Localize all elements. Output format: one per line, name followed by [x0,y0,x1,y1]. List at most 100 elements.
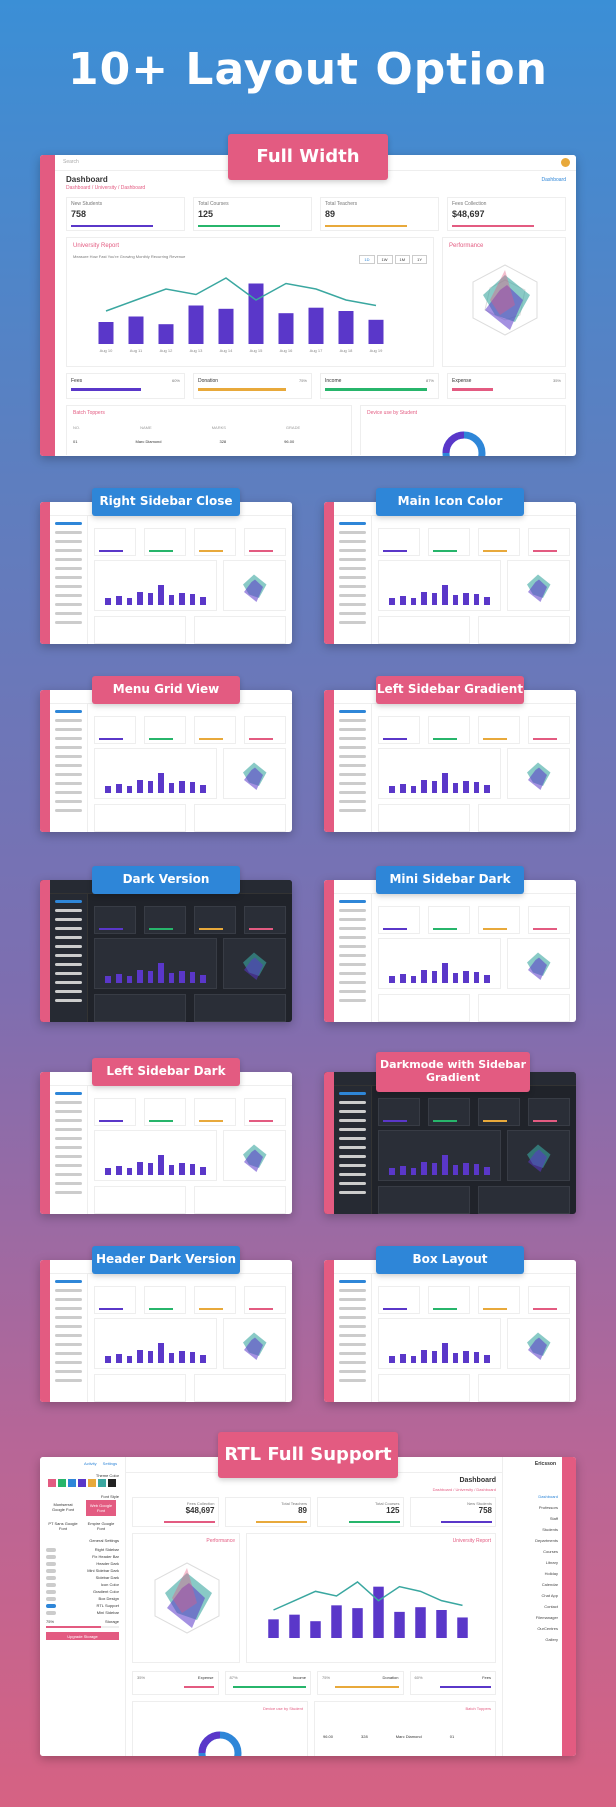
toggle-switch[interactable] [46,1582,56,1587]
x-tick-label: Aug 17 [310,348,323,353]
avatar[interactable] [561,158,570,167]
setting-row[interactable]: Mini Sidebar Dark [46,1567,119,1574]
stat-card: Total Courses 125 [193,197,312,231]
font-option[interactable]: Montserrat Google Font [51,1502,74,1512]
sidebar-item[interactable]: Dashboard [538,1494,558,1499]
sidebar-item[interactable]: Contact [544,1604,558,1609]
setting-row[interactable]: Right Sidebar [46,1546,119,1553]
stat-bar [71,225,153,227]
stat-card: Total Teachers 89 [224,1497,311,1527]
performance-title: Performance [206,1538,235,1544]
toggle-switch[interactable] [46,1589,56,1594]
stat-label: Total Courses [198,201,229,207]
sidebar-item[interactable]: Gallery [545,1637,558,1642]
chart-bar [410,786,417,793]
chart-bar [189,1352,196,1363]
layout-preview [324,690,576,832]
mini-label: Expense [452,378,472,384]
tab-dashboard[interactable]: Dashboard [541,177,566,183]
color-swatches [48,1479,116,1487]
brand-name: Ericsson [534,1461,556,1467]
toggle-switch[interactable] [46,1575,56,1580]
device-title: Device use by Student [262,1706,303,1711]
font-style-title: Font Style [100,1494,119,1499]
range-tab[interactable]: 1D [359,255,375,264]
chart-bar [484,597,490,605]
settings-tabs: Activity Settings [84,1461,117,1466]
device-title: Device use by Student [367,410,418,416]
chart-bar [179,781,185,793]
sidebar-item[interactable]: OurCentres [537,1626,558,1631]
font-option-active[interactable]: Web Google Font [86,1500,116,1516]
search-input[interactable]: Search [63,159,79,165]
chart-bar [484,1355,490,1363]
font-option[interactable]: PT Sans Google Font [48,1521,78,1531]
toggle-switch[interactable] [46,1603,56,1608]
sidebar-item[interactable]: Professors [538,1505,558,1510]
sidebar-item[interactable]: Calendar [541,1582,558,1587]
stat-label: Total Teachers [325,201,358,207]
toppers-header: NO. NAME MARKS GRADE [73,425,301,430]
chart-bar [115,783,122,793]
layout-preview [40,502,292,644]
setting-row[interactable]: RTL Support [46,1602,119,1609]
setting-row[interactable]: Icon Color [46,1581,119,1588]
table-row: 01 Marc Diamond 328 96.00 [73,439,295,444]
chart-bar [115,973,122,983]
sidebar-item[interactable]: Students [542,1527,558,1532]
chart-bar [137,1350,143,1363]
setting-row[interactable]: Sidebar Dark [46,1574,119,1581]
chart-bar [463,971,469,983]
chart-bar [473,1164,480,1175]
toggle-switch[interactable] [46,1596,56,1601]
chart-bar [147,1351,154,1363]
chart-bar [431,781,438,793]
range-tab[interactable]: 1M [394,255,411,264]
toggle-switch[interactable] [46,1561,56,1566]
upgrade-storage-button[interactable]: Upgrade Storage [46,1632,119,1640]
sidebar [40,155,55,456]
mini-card: Fees 60% [66,373,185,399]
sidebar-item[interactable]: Chat App [541,1593,558,1598]
chart-line [273,1581,463,1611]
toggle-switch[interactable] [46,1610,56,1615]
chart-bar [442,585,448,605]
chart-bar [421,780,427,793]
stat-card: Fees Collection $48,697 [447,197,566,231]
sidebar-item[interactable]: Departments [535,1538,558,1543]
sidebar-item[interactable]: Library [545,1560,558,1565]
chart-bar [115,1165,122,1175]
setting-row[interactable]: Box Design [46,1595,119,1602]
tab-activity[interactable]: Activity [84,1461,97,1466]
chart-bar [158,1155,164,1175]
storage-bar [46,1626,119,1628]
sidebar-item[interactable]: Staff [549,1516,558,1521]
university-report-panel: University Report Measure How Fast You'r… [66,237,434,367]
toggle-switch[interactable] [46,1568,56,1573]
x-tick-label: Aug 15 [250,348,263,353]
sidebar-item[interactable]: Filemanager [535,1615,558,1620]
chart-bar [278,313,294,344]
chart-bar [421,1162,427,1175]
setting-row[interactable]: Header Dark [46,1560,119,1567]
tab-settings[interactable]: Settings [102,1461,118,1466]
report-title: University Report [452,1538,491,1544]
sidebar-item[interactable]: Courses [543,1549,558,1554]
chart-bar [484,1167,490,1175]
layout-badge: Darkmode with Sidebar Gradient [376,1052,530,1092]
toggle-switch[interactable] [46,1554,56,1559]
radar-chart [154,1562,220,1634]
sidebar-item[interactable]: Holiday [544,1571,558,1576]
font-option[interactable]: Empire Google Font [87,1521,115,1531]
toggle-switch[interactable] [46,1547,56,1552]
setting-row[interactable]: Mini Sidebar [46,1609,119,1616]
layout-badge: Main Icon Color [376,488,524,516]
range-tab[interactable]: 1Y [412,255,427,264]
chart-bar [399,595,406,605]
chart-bar [452,782,459,793]
chart-bar [200,597,206,605]
range-tab[interactable]: 1W [376,255,393,264]
chart-bar [473,594,480,605]
setting-row[interactable]: Fix Header Bar [46,1553,119,1560]
setting-row[interactable]: Gradient Color [46,1588,119,1595]
